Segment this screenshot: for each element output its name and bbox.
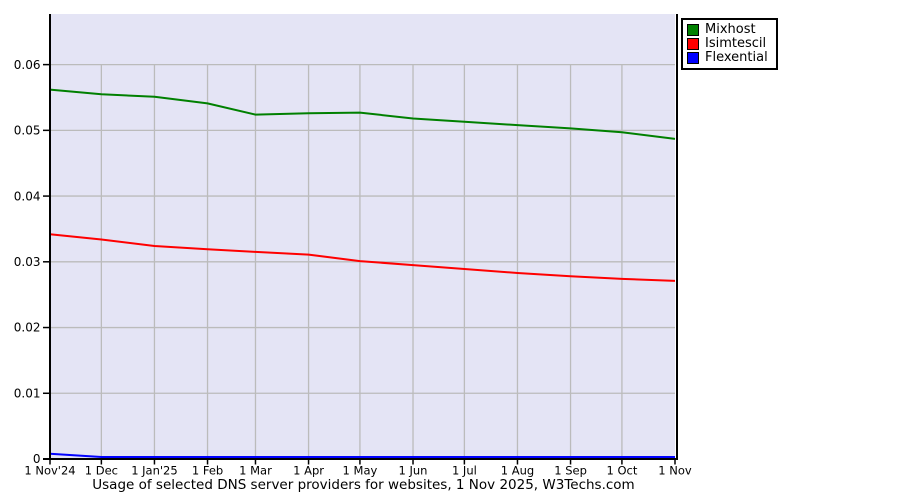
y-tick-label: 0.03 [14, 255, 41, 269]
y-tick-label: 0 [33, 452, 41, 466]
x-tick-label: 1 Aug [501, 464, 534, 478]
chart-title: Usage of selected DNS server providers f… [92, 477, 635, 493]
plot-area [50, 14, 675, 459]
x-tick-label: 1 May [343, 464, 378, 478]
y-tick-label: 0.02 [14, 321, 41, 335]
x-tick-label: 1 Jun [399, 464, 428, 478]
x-tick-label: 1 Feb [192, 464, 223, 478]
x-tick-label: 1 Apr [293, 464, 324, 478]
y-tick-label: 0.06 [14, 58, 41, 72]
legend-label-flexential: Flexential [705, 50, 768, 65]
x-tick-label: 1 Oct [606, 464, 637, 478]
y-tick-label: 0.04 [14, 189, 41, 203]
x-tick-label: 1 Jul [452, 464, 477, 478]
legend-label-mixhost: Mixhost [705, 22, 756, 37]
legend-label-isimtescil: Isimtescil [705, 36, 767, 51]
series-line-isimtescil [49, 233, 676, 282]
y-tick-label: 0.01 [14, 386, 41, 400]
x-tick-label: 1 Nov [658, 464, 692, 478]
y-tick-label: 0.05 [14, 124, 41, 138]
legend-swatch-isimtescil [687, 37, 699, 50]
x-tick-label: 1 Mar [239, 464, 272, 478]
series-line-mixhost [49, 88, 676, 140]
legend-item-mixhost: Mixhost [687, 23, 768, 36]
legend-item-flexential: Flexential [687, 51, 768, 64]
x-tick-label: 1 Sep [554, 464, 587, 478]
legend-swatch-mixhost [687, 23, 699, 36]
x-tick-label: 1 Jan'25 [131, 464, 178, 478]
x-tick-label: 1 Nov'24 [24, 464, 75, 478]
legend-swatch-flexential [687, 51, 699, 64]
x-tick-label: 1 Dec [85, 464, 118, 478]
series-line-flexential [49, 452, 675, 458]
legend: Mixhost Isimtescil Flexential [681, 18, 778, 70]
legend-item-isimtescil: Isimtescil [687, 37, 768, 50]
